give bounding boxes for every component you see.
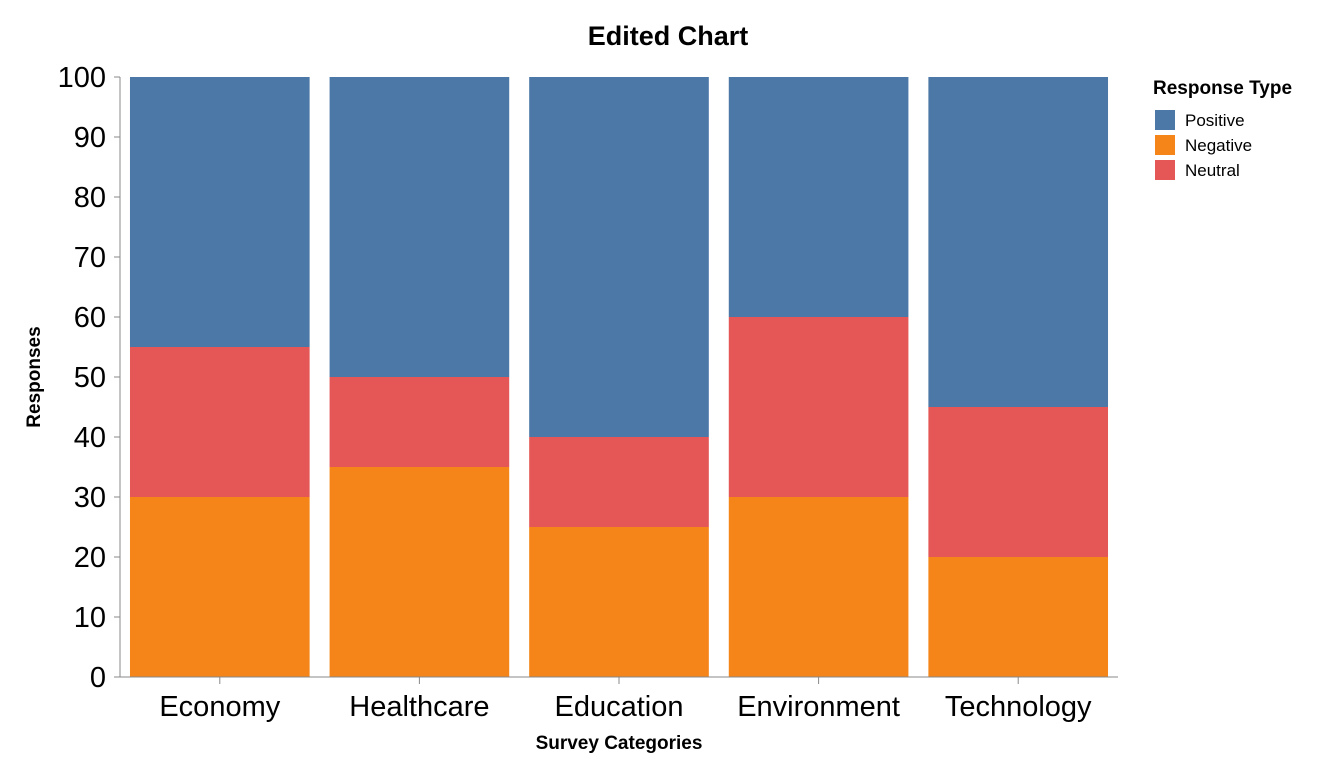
bar-negative-economy: [129, 497, 310, 677]
x-axis: Economy Healthcare Education Environment Tec…: [120, 676, 1118, 723]
legend-swatch-positive: [1155, 110, 1175, 130]
x-tick-label-technology: Technology: [945, 691, 1092, 723]
bars-layer: [129, 77, 1109, 677]
y-tick-label: 0: [90, 662, 106, 694]
legend-label-neutral: Neutral: [1185, 161, 1240, 180]
bar-negative-technology: [928, 557, 1109, 677]
legend: Response Type Positive Negative Neutral: [1153, 78, 1292, 180]
y-tick-label: 100: [58, 62, 106, 94]
bar-negative-education: [529, 527, 709, 677]
y-axis-title: Responses: [24, 326, 45, 427]
legend-label-positive: Positive: [1185, 111, 1245, 130]
y-tick-label: 20: [74, 542, 106, 574]
y-tick-label: 30: [74, 482, 106, 514]
bar-neutral-economy: [129, 347, 310, 497]
legend-swatch-negative: [1155, 135, 1175, 155]
y-tick-label: 80: [74, 182, 106, 214]
bar-negative-environment: [728, 497, 909, 677]
y-tick-label: 60: [74, 302, 106, 334]
x-tick-label-healthcare: Healthcare: [349, 691, 489, 723]
bar-positive-healthcare: [329, 77, 510, 377]
y-tick-label: 50: [74, 362, 106, 394]
bar-neutral-healthcare: [329, 377, 510, 467]
y-tick-label: 70: [74, 242, 106, 274]
y-axis: 0 10 20 30 40 50 60 70 80 90 100: [58, 62, 121, 694]
x-tick-label-environment: Environment: [737, 691, 900, 723]
x-axis-title: Survey Categories: [536, 733, 703, 754]
legend-label-negative: Negative: [1185, 136, 1252, 155]
bar-positive-technology: [928, 77, 1109, 407]
y-tick-label: 90: [74, 122, 106, 154]
chart-title: Edited Chart: [588, 21, 749, 51]
legend-title: Response Type: [1153, 78, 1292, 99]
bar-neutral-education: [529, 437, 709, 527]
bar-positive-education: [529, 77, 709, 437]
bar-positive-environment: [728, 77, 909, 317]
x-tick-label-economy: Economy: [159, 691, 280, 723]
bar-positive-economy: [129, 77, 310, 347]
bar-neutral-technology: [928, 407, 1109, 557]
y-tick-label: 40: [74, 422, 106, 454]
bar-neutral-environment: [728, 317, 909, 497]
y-tick-label: 10: [74, 602, 106, 634]
legend-swatch-neutral: [1155, 160, 1175, 180]
x-tick-label-education: Education: [555, 691, 684, 723]
bar-negative-healthcare: [329, 467, 510, 677]
